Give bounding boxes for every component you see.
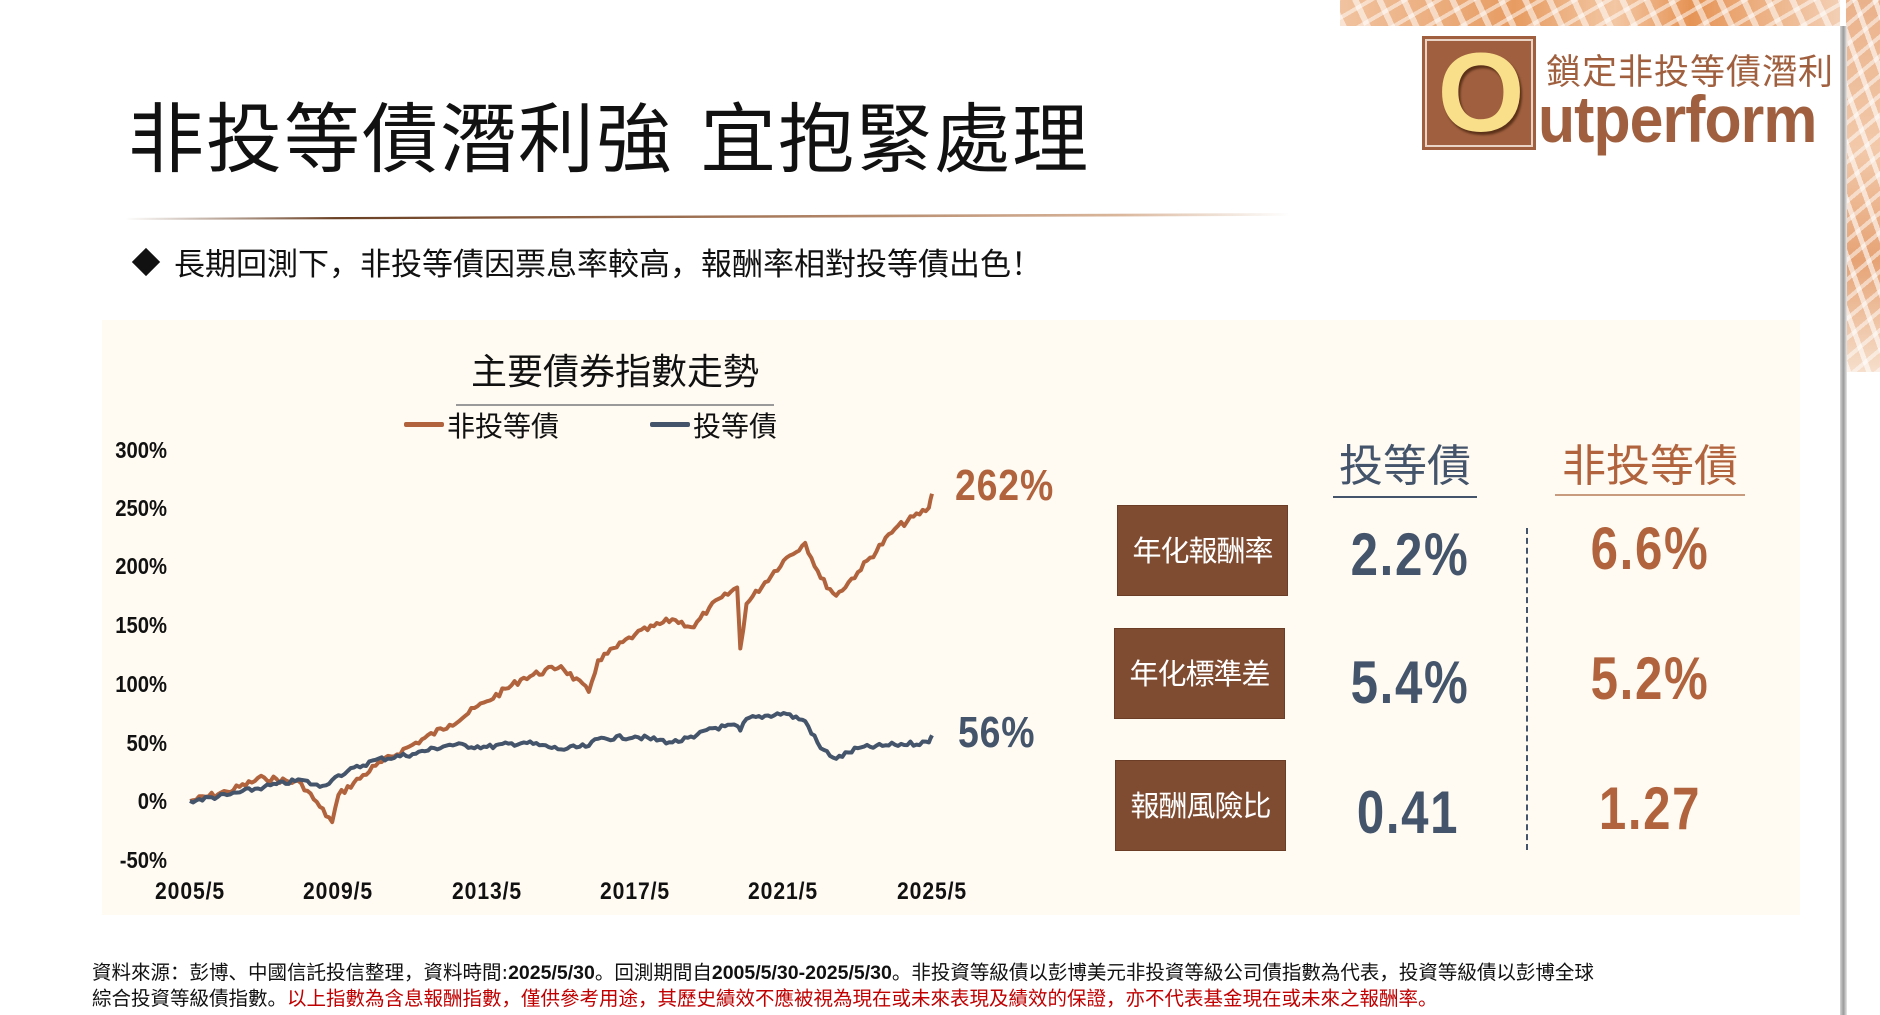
logo-subtitle: 鎖定非投等債潛利	[1546, 53, 1835, 93]
high-yield-end-value: 262%	[955, 461, 1055, 510]
x-tick-label: 2025/5	[897, 878, 967, 905]
footnote-line-2: 綜合投資等級債指數。以上指數為含息報酬指數，僅供參考用途，其歷史績效不應被視為現…	[92, 987, 1438, 1010]
column-divider	[1526, 528, 1528, 850]
y-tick-label: 150%	[115, 612, 167, 638]
y-tick-label: 300%	[115, 437, 167, 463]
legend-label: 非投等債	[447, 410, 560, 443]
legend-label: 投等債	[693, 410, 778, 443]
column-header-high-yield: 非投等債	[1562, 441, 1738, 492]
y-tick-label: -50%	[119, 847, 167, 873]
legend-item-investment-grade: 投等債	[650, 408, 777, 446]
y-tick-label: 0%	[137, 788, 167, 814]
header-underline	[1555, 494, 1745, 496]
metric-value-hy-ratio: 1.27	[1598, 775, 1702, 842]
x-tick-label: 2021/5	[748, 878, 818, 905]
disclaimer: 以上指數為含息報酬指數，僅供參考用途，其歷史績效不應被視為現在或未來表現及績效的…	[287, 987, 1438, 1010]
legend-item-high-yield: 非投等債	[404, 408, 559, 446]
y-tick-label: 100%	[115, 671, 167, 697]
title-divider	[125, 213, 1290, 220]
key-point: 長期回測下，非投等債因票息率較高，報酬率相對投等債出色！	[131, 244, 1042, 286]
slide-edge-shadow	[1840, 26, 1847, 1015]
header-underline	[1333, 496, 1477, 498]
metric-value-hy-stdev: 5.2%	[1590, 645, 1710, 712]
metric-value-hy-return: 6.6%	[1590, 515, 1710, 582]
y-tick-label: 200%	[115, 553, 167, 579]
x-tick-label: 2013/5	[452, 878, 522, 905]
chart-title-underline	[456, 404, 774, 406]
metric-label-annual-stdev: 年化標準差	[1114, 628, 1285, 719]
investment-grade-series-line	[189, 711, 934, 805]
high-yield-series-line	[189, 493, 934, 825]
metric-label-return-risk-ratio: 報酬風險比	[1115, 760, 1286, 851]
y-tick-label: 250%	[115, 495, 167, 521]
legend-line-icon	[650, 422, 690, 427]
metric-label-annual-return: 年化報酬率	[1117, 505, 1288, 596]
chart-panel	[102, 320, 1800, 915]
x-tick-label: 2017/5	[600, 878, 670, 905]
footnote-line-1: 資料來源：彭博、中國信託投信整理，資料時間:2025/5/30。回測期間自200…	[92, 961, 1594, 984]
source-footnote: 資料來源：彭博、中國信託投信整理，資料時間:2025/5/30。回測期間自200…	[92, 960, 1812, 1011]
y-tick-label: 50%	[126, 730, 167, 756]
logo-o-badge: O	[1422, 36, 1536, 150]
metric-value-ig-stdev: 5.4%	[1350, 649, 1470, 716]
key-point-text: 長期回測下，非投等債因票息率較高，報酬率相對投等債出色！	[174, 247, 1042, 283]
column-header-investment-grade: 投等債	[1339, 441, 1471, 492]
decorative-mosaic-top	[1340, 0, 1840, 26]
x-tick-label: 2009/5	[303, 878, 373, 905]
x-tick-label: 2005/5	[155, 878, 225, 905]
decorative-mosaic-right	[1846, 0, 1880, 372]
metric-value-ig-ratio: 0.41	[1356, 779, 1460, 846]
metric-value-ig-return: 2.2%	[1350, 521, 1470, 588]
investment-grade-end-value: 56%	[958, 708, 1036, 757]
legend-line-icon	[404, 422, 444, 427]
chart-title: 主要債券指數走勢	[470, 352, 759, 393]
page-title: 非投等債潛利強 宜抱緊處理	[128, 95, 1091, 184]
logo-letter: O	[1437, 30, 1524, 155]
logo-wordmark: utperform	[1538, 82, 1817, 156]
